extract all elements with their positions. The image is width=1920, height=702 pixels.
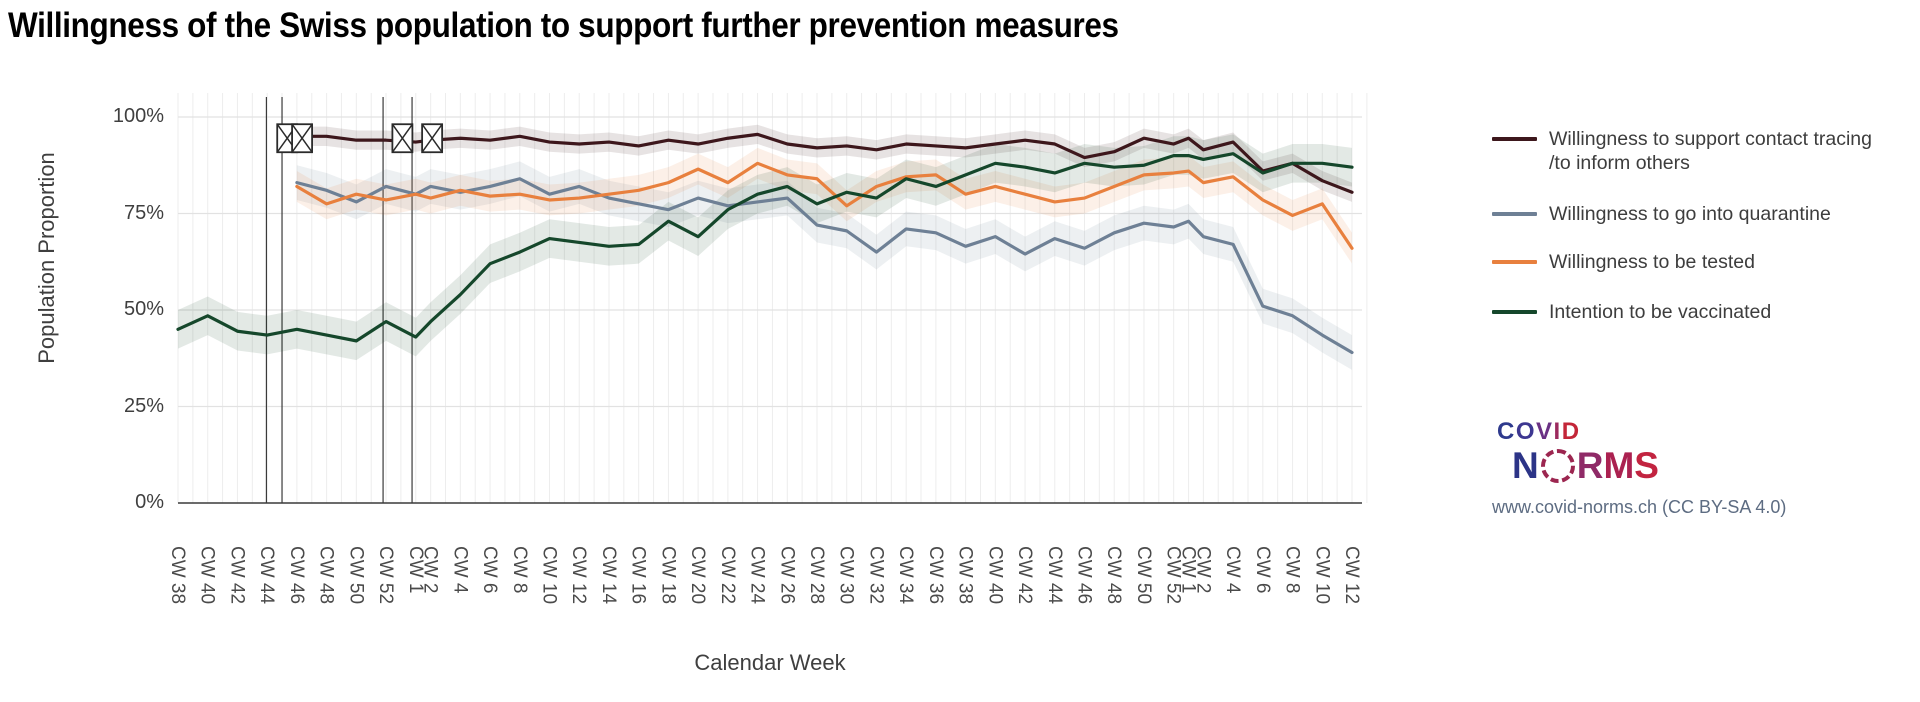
x-tick-label: CW 20 — [687, 546, 709, 605]
x-tick-label: CW 8 — [508, 546, 530, 594]
logo-norms-text: N RMS — [1512, 447, 1659, 484]
confidence-band-2 — [296, 147, 1352, 264]
legend-item-contact-tracing: Willingness to support contact tracing /… — [1492, 127, 1872, 175]
logo-letter: M — [1603, 445, 1635, 486]
x-tick-label: CW 6 — [479, 546, 501, 594]
series-lines — [176, 132, 1354, 355]
norms-o-dial-icon — [1540, 448, 1575, 483]
x-tick-label: CW 2 — [419, 546, 441, 594]
legend-line-swatch-tested — [1492, 260, 1537, 264]
chart-title: Willingness of the Swiss population to s… — [8, 6, 1119, 45]
x-tick-label: CW 38 — [954, 546, 976, 605]
legend-item-quarantine: Willingness to go into quarantine — [1492, 202, 1831, 226]
legend-label-quarantine: Willingness to go into quarantine — [1549, 203, 1831, 225]
legend-label-vaccinated: Intention to be vaccinated — [1549, 301, 1772, 323]
series-line-0 — [295, 132, 1354, 194]
legend-line-swatch-quarantine — [1492, 212, 1537, 216]
series-line-3 — [176, 152, 1354, 343]
confidence-band-3 — [178, 134, 1352, 361]
x-tick-label: CW 32 — [865, 546, 887, 605]
legend-label-line2: /to inform others — [1549, 152, 1690, 174]
y-tick-label: 100% — [112, 105, 164, 127]
y-axis-title: Population Proportion — [34, 152, 59, 364]
x-tick-label: CW 4 — [449, 546, 471, 594]
x-tick-label: CW 14 — [597, 546, 619, 605]
x-tick-label: CW 46 — [285, 546, 307, 605]
confidence-band-1 — [296, 161, 1352, 370]
x-tick-label: CW 46 — [1073, 546, 1095, 605]
x-tick-label: CW 12 — [568, 546, 590, 605]
x-tick-label: CW 22 — [716, 546, 738, 605]
logo-letter: V — [1536, 418, 1554, 445]
logo-letter: O — [1515, 418, 1537, 445]
x-tick-label: CW 48 — [1103, 546, 1125, 605]
x-tick-label: CW 44 — [1043, 546, 1065, 605]
x-tick-label: CW 24 — [746, 546, 768, 605]
logo-norms-n: N — [1512, 445, 1539, 486]
legend-label-contact-tracing: Willingness to support contact tracing /… — [1549, 127, 1872, 175]
legend-item-tested: Willingness to be tested — [1492, 250, 1755, 274]
logo-letter: I — [1553, 418, 1562, 445]
legend-line-swatch-contact-tracing — [1492, 137, 1537, 141]
logo-letter: R — [1576, 445, 1604, 486]
logo-covid-text: COVID — [1497, 420, 1659, 444]
x-tick-label: CW 12 — [1341, 546, 1362, 605]
x-tick-label: CW 10 — [538, 546, 560, 605]
x-tick-label: CW 8 — [1281, 546, 1303, 594]
x-tick-label: CW 48 — [315, 546, 337, 605]
x-tick-label: CW 4 — [1222, 546, 1244, 594]
y-tick-label: 75% — [123, 201, 164, 224]
x-tick-label: CW 18 — [657, 546, 679, 605]
x-tick-label: CW 42 — [226, 546, 248, 605]
logo-letter: D — [1561, 418, 1581, 445]
x-tick-label: CW 52 — [375, 546, 397, 605]
legend-label-tested: Willingness to be tested — [1549, 251, 1755, 273]
x-tick-label: CW 1 — [1177, 546, 1199, 594]
logo-letter: C — [1497, 418, 1516, 445]
x-tick-label: CW 28 — [806, 546, 827, 605]
x-tick-label: CW 40 — [984, 546, 1006, 605]
event-markers — [276, 123, 444, 154]
source-url[interactable]: www.covid-norms.ch (CC BY-SA 4.0) — [1492, 497, 1787, 517]
x-tick-label: CW 6 — [1251, 546, 1273, 594]
legend-line-swatch-vaccinated — [1492, 310, 1537, 314]
legend-label-line1: Willingness to support contact tracing — [1549, 128, 1872, 150]
x-tick-label: CW 30 — [835, 546, 857, 605]
x-tick-label: CW 44 — [256, 546, 278, 605]
logo-letter: S — [1634, 445, 1659, 486]
x-axis-title: Calendar Week — [694, 650, 846, 675]
series-line-2 — [295, 161, 1354, 250]
legend-item-vaccinated: Intention to be vaccinated — [1492, 300, 1771, 324]
y-tick-label: 50% — [123, 298, 164, 320]
logo-norms-rms: RMS — [1577, 447, 1659, 484]
x-tick-label: CW 16 — [627, 546, 649, 605]
y-tick-label: 25% — [123, 394, 164, 417]
x-tick-label: CW 50 — [1132, 546, 1154, 605]
confidence-bands — [178, 124, 1352, 370]
x-tick-label: CW 50 — [345, 546, 367, 605]
x-tick-label: CW 52 — [1162, 546, 1184, 605]
x-tick-label: CW 1 — [404, 546, 426, 594]
y-tick-label: 0% — [135, 491, 164, 513]
x-tick-label: CW 40 — [196, 546, 218, 605]
horizontal-gridlines — [178, 116, 1362, 504]
vertical-gridlines — [177, 93, 1368, 503]
covid-norms-logo: COVID N RMS — [1497, 420, 1659, 485]
x-tick-label: CW 36 — [924, 546, 946, 605]
x-tick-label: CW 42 — [1014, 546, 1036, 605]
x-tick-label: CW 26 — [776, 546, 798, 605]
x-tick-label: CW 10 — [1311, 546, 1333, 605]
event-lines — [265, 97, 413, 503]
x-tick-label: CW 34 — [895, 546, 917, 605]
x-tick-label: CW 2 — [1192, 546, 1214, 594]
x-tick-label: CW 38 — [167, 546, 188, 605]
